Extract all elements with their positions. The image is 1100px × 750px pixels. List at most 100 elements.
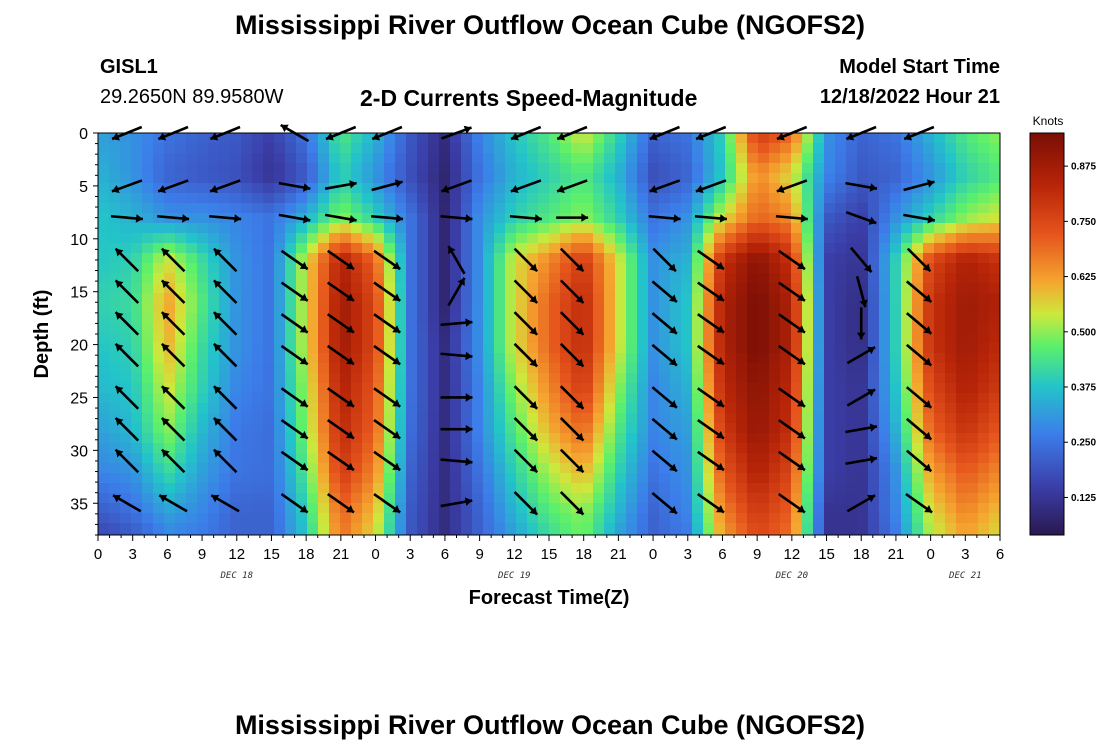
heatmap-cell (758, 183, 770, 194)
heatmap-cell (175, 373, 187, 384)
heatmap-cell (637, 243, 649, 254)
heatmap-cell (857, 153, 869, 164)
heatmap-cell (549, 443, 561, 454)
heatmap-cell (791, 263, 803, 274)
heatmap-cell (978, 253, 990, 264)
heatmap-cell (472, 403, 484, 414)
heatmap-cell (901, 373, 913, 384)
heatmap-cell (549, 133, 561, 144)
heatmap-cell (373, 433, 385, 444)
heatmap-cell (351, 473, 363, 484)
heatmap-cell (659, 433, 671, 444)
heatmap-cell (736, 443, 748, 454)
heatmap-cell (670, 323, 682, 334)
heatmap-cell (626, 513, 638, 524)
heatmap-cell (186, 473, 198, 484)
heatmap-cell (263, 323, 275, 334)
heatmap-cell (857, 283, 869, 294)
heatmap-cell (989, 483, 1000, 494)
heatmap-cell (230, 163, 242, 174)
heatmap-cell (505, 433, 517, 444)
heatmap-cell (758, 323, 770, 334)
heatmap-cell (395, 453, 407, 464)
heatmap-cell (560, 383, 572, 394)
heatmap-cell (648, 313, 660, 324)
heatmap-cell (417, 443, 429, 454)
heatmap-cell (406, 443, 418, 454)
heatmap-cell (615, 353, 627, 364)
heatmap-cell (164, 413, 176, 424)
heatmap-cell (373, 303, 385, 314)
heatmap-cell (98, 243, 110, 254)
heatmap-cell (681, 293, 693, 304)
heatmap-cell (879, 413, 891, 424)
heatmap-cell (923, 453, 935, 464)
heatmap-cell (967, 393, 979, 404)
heatmap-cell (549, 303, 561, 314)
heatmap-cell (98, 153, 110, 164)
heatmap-cell (252, 213, 264, 224)
heatmap-cell (571, 143, 583, 154)
heatmap-cell (626, 193, 638, 204)
heatmap-cell (593, 203, 605, 214)
heatmap-cell (219, 143, 231, 154)
heatmap-cell (373, 223, 385, 234)
heatmap-cell (923, 273, 935, 284)
heatmap-cell (791, 413, 803, 424)
heatmap-cell (934, 393, 946, 404)
heatmap-cell (879, 363, 891, 374)
heatmap-cell (549, 163, 561, 174)
heatmap-cell (659, 373, 671, 384)
heatmap-cell (681, 403, 693, 414)
heatmap-cell (945, 513, 957, 524)
heatmap-cell (692, 263, 704, 274)
heatmap-cell (417, 353, 429, 364)
heatmap-cell (329, 193, 341, 204)
heatmap-cell (604, 233, 616, 244)
heatmap-cell (681, 153, 693, 164)
heatmap-cell (175, 523, 187, 534)
current-vector-arrow (212, 279, 238, 304)
heatmap-cell (362, 283, 374, 294)
heatmap-cell (340, 283, 352, 294)
heatmap-cell (318, 153, 330, 164)
heatmap-cell (703, 513, 715, 524)
y-tick-label: 25 (70, 390, 88, 407)
heatmap-cell (857, 473, 869, 484)
current-vector-arrow (697, 313, 725, 334)
heatmap-cell (670, 353, 682, 364)
heatmap-cell (208, 473, 220, 484)
heatmap-cell (945, 203, 957, 214)
heatmap-cell (351, 423, 363, 434)
heatmap-cell (692, 253, 704, 264)
heatmap-cell (670, 193, 682, 204)
heatmap-cell (835, 443, 847, 454)
current-vector-arrow (845, 455, 878, 466)
heatmap-cell (813, 513, 825, 524)
heatmap-cell (483, 473, 495, 484)
heatmap-cell (98, 143, 110, 154)
heatmap-cell (703, 153, 715, 164)
heatmap-cell (813, 313, 825, 324)
heatmap-cell (934, 133, 946, 144)
heatmap-cell (593, 523, 605, 534)
x-tick-label: 3 (406, 546, 414, 563)
heatmap-cell (142, 163, 154, 174)
heatmap-cell (175, 173, 187, 184)
heatmap-cell (978, 383, 990, 394)
heatmap-cell (274, 203, 286, 214)
heatmap-cell (868, 433, 880, 444)
heatmap-cell (505, 263, 517, 274)
heatmap-cell (879, 193, 891, 204)
heatmap-cell (967, 293, 979, 304)
heatmap-cell (329, 133, 341, 144)
heatmap-cell (417, 153, 429, 164)
heatmap-cell (725, 513, 737, 524)
heatmap-cell (98, 323, 110, 334)
heatmap-cell (516, 513, 528, 524)
heatmap-cell (263, 273, 275, 284)
heatmap-cell (439, 163, 451, 174)
heatmap-cell (230, 323, 242, 334)
heatmap-cell (527, 303, 539, 314)
